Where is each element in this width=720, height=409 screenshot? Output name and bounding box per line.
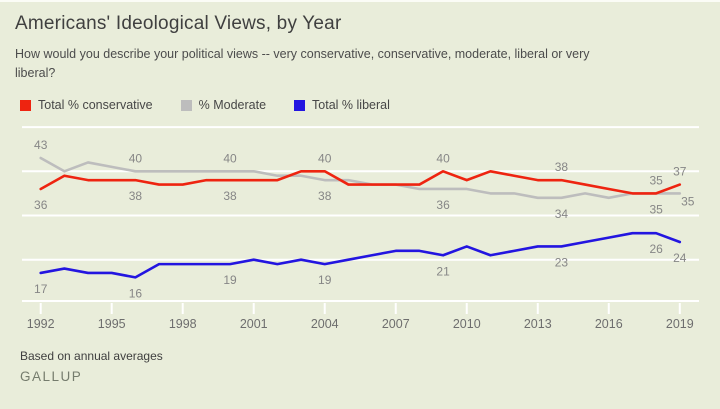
conservative-value-label: 36 bbox=[34, 198, 48, 212]
chart-subtitle: How would you describe your political vi… bbox=[15, 47, 590, 81]
x-axis-label: 2001 bbox=[240, 317, 268, 331]
x-axis-label: 1992 bbox=[27, 317, 55, 331]
legend: Total % conservative % Moderate Total % … bbox=[20, 98, 390, 112]
liberal-line bbox=[39, 231, 682, 279]
conservative-value-label: 40 bbox=[436, 151, 450, 165]
x-axis-label: 2004 bbox=[311, 317, 339, 331]
legend-item-conservative: Total % conservative bbox=[20, 98, 153, 112]
chart-title: Americans' Ideological Views, by Year bbox=[15, 13, 342, 34]
x-axis-label: 2013 bbox=[524, 317, 552, 331]
conservative-value-label: 35 bbox=[649, 173, 663, 187]
x-axis-label: 2010 bbox=[453, 317, 481, 331]
moderate-value-label: 38 bbox=[318, 189, 332, 203]
moderate-value-label: 43 bbox=[34, 138, 48, 152]
conservative-value-label: 38 bbox=[223, 189, 237, 203]
x-axis-label: 2016 bbox=[595, 317, 623, 331]
moderate-value-label: 36 bbox=[436, 198, 450, 212]
liberal-value-label: 23 bbox=[555, 255, 569, 269]
moderate-value-label: 35 bbox=[681, 194, 695, 208]
x-axis-label: 1995 bbox=[98, 317, 126, 331]
liberal-value-label: 16 bbox=[129, 286, 143, 300]
x-axis-label: 2007 bbox=[382, 317, 410, 331]
conservative-swatch-icon bbox=[20, 99, 31, 111]
liberal-value-label: 19 bbox=[223, 273, 237, 287]
chart-footnote: Based on annual averages bbox=[20, 349, 163, 363]
liberal-value-label: 26 bbox=[649, 242, 663, 256]
conservative-value-label: 40 bbox=[318, 151, 332, 165]
moderate-line bbox=[39, 156, 682, 200]
conservative-value-label: 38 bbox=[555, 160, 569, 174]
liberal-swatch-icon bbox=[294, 99, 306, 111]
legend-item-moderate: % Moderate bbox=[180, 98, 267, 112]
moderate-swatch-icon bbox=[180, 99, 192, 111]
x-axis-label: 2019 bbox=[666, 317, 694, 331]
gallup-logo: GALLUP bbox=[20, 369, 83, 384]
x-axis-label: 1998 bbox=[169, 317, 197, 331]
legend-label-conservative: Total % conservative bbox=[38, 98, 153, 112]
legend-label-moderate: % Moderate bbox=[198, 98, 267, 112]
legend-item-liberal: Total % liberal bbox=[294, 98, 390, 112]
top-divider bbox=[0, 0, 720, 2]
liberal-value-label: 21 bbox=[436, 264, 450, 278]
liberal-value-label: 17 bbox=[34, 282, 48, 296]
liberal-value-label: 24 bbox=[673, 251, 687, 265]
moderate-value-label: 35 bbox=[649, 202, 663, 216]
legend-label-liberal: Total % liberal bbox=[312, 98, 390, 112]
liberal-value-label: 19 bbox=[318, 273, 332, 287]
moderate-value-label: 40 bbox=[223, 151, 237, 165]
conservative-value-label: 38 bbox=[129, 189, 143, 203]
moderate-value-label: 40 bbox=[129, 151, 143, 165]
conservative-line bbox=[39, 170, 682, 195]
moderate-value-label: 34 bbox=[555, 207, 569, 221]
conservative-value-label: 37 bbox=[673, 165, 687, 179]
